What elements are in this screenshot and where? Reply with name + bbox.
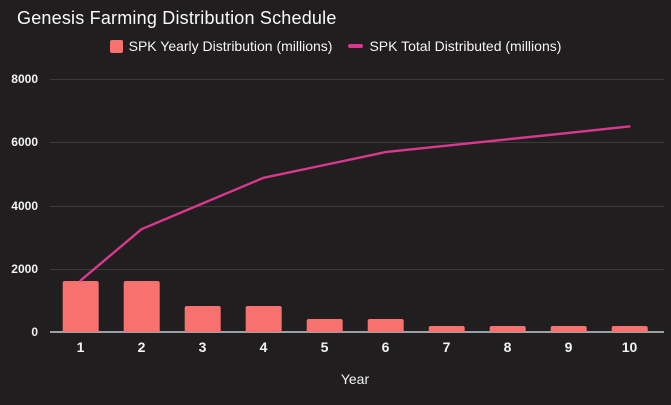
bar-slot (294, 79, 355, 332)
bar (550, 325, 587, 332)
x-tick-label: 8 (503, 339, 512, 355)
y-tick-label: 4000 (11, 198, 38, 213)
bar-slot (538, 79, 599, 332)
bar-slot (416, 79, 477, 332)
bar (611, 325, 648, 332)
x-tick-label: 5 (320, 339, 329, 355)
legend-label: SPK Total Distributed (millions) (369, 38, 562, 54)
chart-title: Genesis Farming Distribution Schedule (17, 8, 337, 28)
bar-slot (111, 79, 172, 332)
y-tick-label: 8000 (11, 72, 38, 86)
bars (50, 79, 660, 332)
y-tick-label: 6000 (11, 135, 38, 150)
bar (62, 280, 99, 332)
x-axis-line (50, 331, 664, 333)
bar (306, 319, 343, 332)
bar (367, 319, 404, 332)
x-tick-label: 1 (76, 339, 85, 355)
y-axis-labels: 0 2000 4000 6000 8000 (0, 72, 44, 339)
x-tick-label: 4 (259, 339, 268, 355)
line-series-dash-icon (348, 44, 364, 48)
x-axis-title: Year (340, 371, 370, 387)
bar-slot (477, 79, 538, 332)
bar-slot (599, 79, 660, 332)
gridline (50, 79, 664, 80)
x-tick-label: 3 (198, 339, 207, 355)
bar (489, 325, 526, 332)
x-tick-label: 6 (381, 339, 390, 355)
bar-slot (50, 79, 111, 332)
x-axis-labels: 1 2 3 4 5 6 7 8 9 10 (50, 339, 660, 355)
bar-slot (233, 79, 294, 332)
x-tick-label: 7 (442, 339, 451, 355)
plot-area (50, 79, 664, 333)
bar (428, 325, 465, 332)
bar-slot (355, 79, 416, 332)
legend-label: SPK Yearly Distribution (millions) (128, 38, 333, 54)
bar-slot (172, 79, 233, 332)
chart-legend: SPK Yearly Distribution (millions) SPK T… (0, 38, 671, 54)
y-tick-label: 0 (31, 325, 38, 339)
x-tick-label: 2 (137, 339, 146, 355)
x-tick-label: 10 (621, 339, 638, 355)
y-tick-label: 2000 (11, 261, 38, 276)
x-tick-label: 9 (564, 339, 573, 355)
legend-item-yearly-distribution: SPK Yearly Distribution (millions) (109, 38, 333, 54)
bar (245, 306, 282, 332)
bar (184, 306, 221, 332)
legend-item-total-distributed: SPK Total Distributed (millions) (348, 38, 561, 54)
bar (123, 280, 160, 332)
bar-series-square-icon (109, 39, 123, 53)
